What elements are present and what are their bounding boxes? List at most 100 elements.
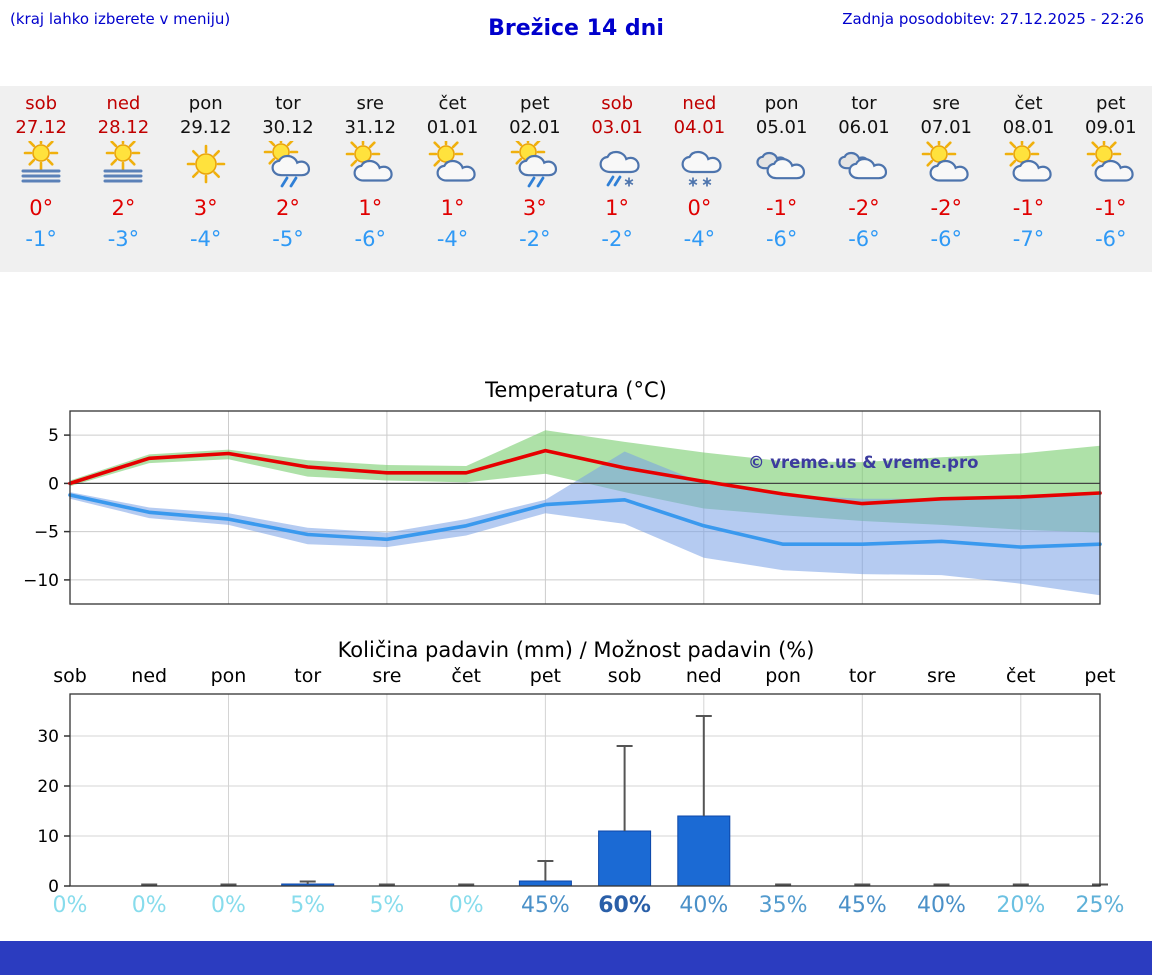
forecast-day: sob 27.12 0° -1° [0, 93, 82, 272]
svg-text:−10: −10 [23, 571, 59, 591]
high-temp: -2° [848, 196, 880, 220]
svg-text:30: 30 [37, 727, 59, 747]
precip-day-label: pet [530, 665, 561, 687]
low-temp: -5° [272, 227, 304, 251]
low-temp: -1° [25, 227, 57, 251]
svg-text:5: 5 [48, 426, 59, 446]
precip-probability: 0% [449, 893, 484, 918]
day-name: pon [764, 93, 799, 114]
day-name: pet [1096, 93, 1126, 114]
day-date: 31.12 [344, 117, 397, 138]
precip-day-label: čet [451, 665, 481, 687]
precip-chart-svg: sob ned pon tor sre čet pet sob ned pon tor sre čet p… [37, 665, 1125, 918]
low-temp: -2° [601, 227, 633, 251]
sun-cloud-icon [411, 141, 493, 191]
day-name: pon [188, 93, 223, 114]
forecast-day: tor 06.01 -2° -6° [823, 93, 905, 272]
high-temp: -1° [765, 196, 798, 220]
high-temp: 0° [29, 196, 54, 220]
high-temp: -2° [930, 196, 962, 220]
sun-icon [165, 141, 247, 191]
min-temperatura-line [68, 493, 1102, 549]
day-name: sre [356, 93, 384, 114]
precip-probability: 60% [598, 893, 651, 918]
precip-day-label: sob [608, 665, 642, 687]
high-temp: 3° [193, 196, 218, 220]
svg-text:10: 10 [37, 827, 59, 847]
svg-text:0: 0 [48, 877, 59, 897]
day-name: tor [851, 93, 877, 114]
forecast-day: pon 29.12 3° -4° [165, 93, 247, 272]
day-name: sob [601, 93, 634, 114]
precip-day-label: ned [686, 665, 722, 687]
day-name: sob [25, 93, 58, 114]
day-date: 28.12 [97, 117, 150, 138]
precip-chart-title: Količina padavin (mm) / Možnost padavin … [337, 638, 815, 662]
precip-day-label: pon [765, 665, 801, 687]
precip-probability: 0% [211, 893, 246, 918]
high-temp: 1° [605, 196, 630, 220]
sun-cloud-icon [905, 141, 987, 191]
forecast-day: pon 05.01 -1° -6° [741, 93, 823, 272]
svg-text:20: 20 [37, 777, 59, 797]
precip-bar [598, 830, 652, 887]
day-name: ned [682, 93, 717, 114]
forecast-day: sre 07.01 -2° -6° [905, 93, 987, 272]
high-temp: 1° [440, 196, 465, 220]
precip-day-label: sre [927, 665, 956, 687]
day-date: 01.01 [426, 117, 479, 138]
last-update: Zadnja posodobitev: 27.12.2025 - 22:26 [842, 10, 1144, 28]
footer-bar [0, 941, 1152, 975]
temperature-chart-title: Temperatura (°C) [485, 378, 667, 402]
forecast-strip: sob 27.12 0° -1° ned 28.12 2° -3° pon 29.12 3° -4° t… [0, 86, 1152, 272]
day-date: 07.01 [920, 117, 972, 138]
low-temp: -7° [1012, 227, 1045, 251]
day-date: 02.01 [509, 117, 561, 138]
page-title: Brežice 14 dni [488, 16, 664, 41]
precipitation-section: Količina padavin (mm) / Možnost padavin … [0, 638, 1152, 918]
high-temp: 2° [111, 196, 136, 220]
precip-probability: 5% [369, 893, 404, 918]
cloud-icon [741, 141, 823, 191]
precip-probability: 40% [679, 893, 728, 918]
svg-text:−5: −5 [34, 523, 59, 543]
high-temp: 1° [358, 196, 383, 220]
sun-cloud-rain-icon [494, 141, 576, 191]
day-date: 08.01 [1002, 117, 1055, 138]
sun-fog-icon [0, 141, 82, 191]
precip-probability: 0% [132, 893, 167, 918]
high-temp: 0° [687, 196, 712, 220]
day-name: ned [106, 93, 141, 114]
precip-day-label: sob [53, 665, 87, 687]
sun-cloud-icon [987, 141, 1069, 191]
min-razpon-band [70, 451, 1100, 596]
day-name: sre [932, 93, 960, 114]
sun-fog-icon [82, 141, 164, 191]
day-date: 04.01 [673, 117, 726, 138]
header: (kraj lahko izberete v meniju) Brežice 1… [0, 0, 1152, 62]
precip-probability: 25% [1076, 893, 1125, 918]
temperature-chart-svg: 5 0 −5 −10 © vreme.us & vreme.pro [23, 410, 1102, 605]
low-temp: -3° [107, 227, 140, 251]
forecast-day: pet 09.01 -1° -6° [1070, 93, 1152, 272]
day-date: 06.01 [838, 117, 890, 138]
forecast-day: tor 30.12 2° -5° [247, 93, 329, 272]
day-date: 05.01 [755, 117, 808, 138]
high-temp: -1° [1012, 196, 1045, 220]
forecast-day: čet 08.01 -1° -7° [987, 93, 1069, 272]
cloud-snow-icon [658, 141, 740, 191]
precip-probability: 0% [53, 893, 88, 918]
low-temp: -4° [189, 227, 222, 251]
forecast-day: ned 28.12 2° -3° [82, 93, 164, 272]
high-temp: 2° [276, 196, 300, 220]
precip-day-label: tor [849, 665, 876, 687]
low-temp: -6° [1095, 227, 1127, 251]
menu-hint: (kraj lahko izberete v meniju) [10, 10, 231, 28]
precip-day-label: sre [372, 665, 401, 687]
precip-bar [677, 815, 731, 887]
sun-cloud-icon [329, 141, 411, 191]
precip-day-label: tor [294, 665, 321, 687]
precip-day-label: ned [131, 665, 167, 687]
precip-probability: 45% [521, 893, 570, 918]
